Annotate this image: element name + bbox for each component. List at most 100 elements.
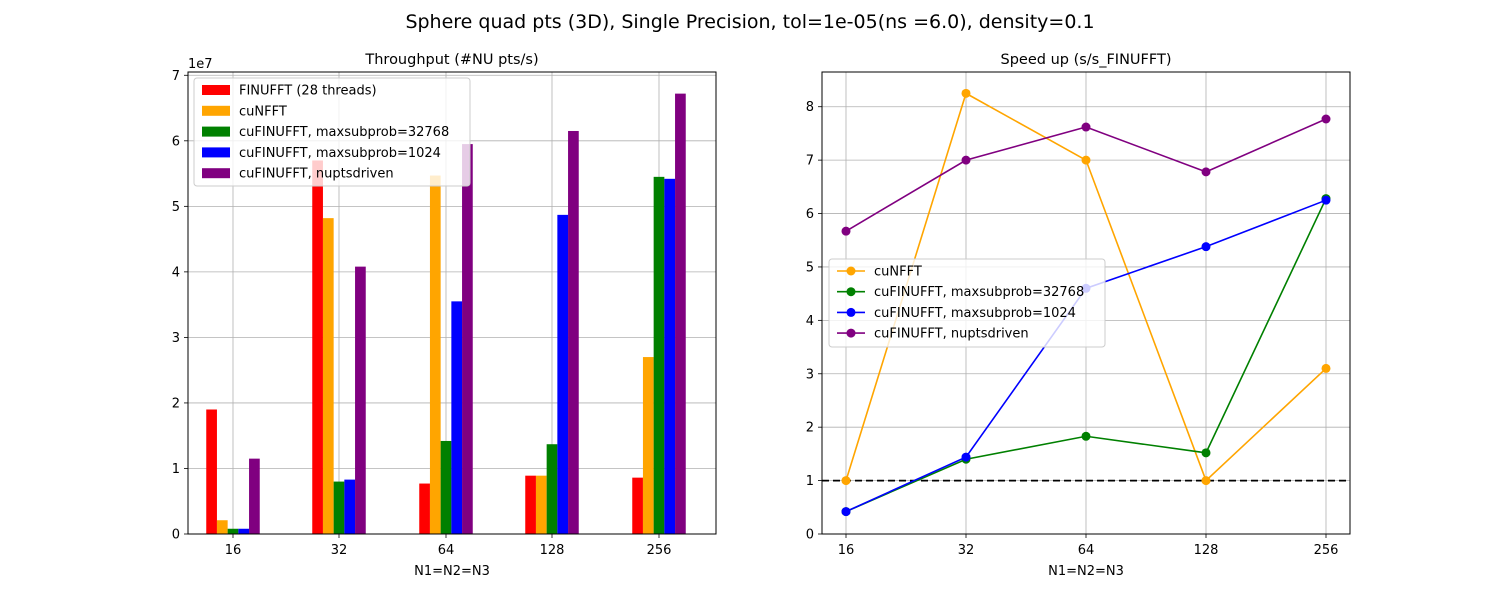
legend-swatch [202, 147, 230, 158]
x-axis-label: N1=N2=N3 [414, 564, 490, 579]
legend-label: cuFINUFFT, maxsubprob=1024 [874, 306, 1076, 321]
bar [322, 218, 334, 534]
data-point [841, 476, 851, 486]
bar [557, 214, 569, 535]
data-point [1081, 122, 1091, 132]
y-tick-label: 0 [172, 528, 180, 543]
bar [568, 130, 579, 534]
bar [675, 93, 686, 534]
legend-swatch [202, 105, 230, 116]
y-tick-label: 1 [172, 462, 180, 477]
bar [312, 160, 323, 534]
data-point [1201, 167, 1211, 177]
y-tick-label: 1 [806, 474, 814, 489]
speedup-line-chart: 16 32 64 128 256 0 1 2 3 4 5 6 7 8 Speed up (s/s_FINU… [806, 52, 1351, 579]
y-tick-label: 7 [806, 154, 814, 169]
data-point [961, 155, 971, 165]
data-point [1321, 195, 1331, 205]
data-point [1081, 431, 1091, 441]
plot-frame [187, 71, 717, 535]
y-tick-label: 8 [806, 100, 814, 115]
data-point [1321, 363, 1331, 373]
data-point [961, 88, 971, 98]
x-axis-label: N1=N2=N3 [1048, 564, 1124, 579]
bar [227, 528, 239, 534]
bar-series-group [206, 160, 643, 534]
bar [333, 481, 345, 534]
bar [462, 144, 473, 534]
x-tick-label: 32 [331, 543, 348, 558]
bar [653, 176, 665, 534]
legend-label: cuNFFT [874, 265, 922, 280]
legend-marker [846, 287, 856, 297]
x-tick-label: 256 [1314, 543, 1339, 558]
legend-swatch [202, 168, 230, 179]
line-series-group [841, 88, 1331, 486]
bar-series [206, 93, 686, 535]
bar-series-group [238, 178, 676, 535]
bar [525, 475, 536, 534]
y-tick-label: 0 [806, 528, 814, 543]
bar [216, 520, 228, 534]
y-tick-label: 5 [172, 200, 180, 215]
bar [642, 357, 654, 534]
y-tick-label: 2 [806, 421, 814, 436]
legend-label: cuFINUFFT, nuptsdriven [239, 167, 394, 182]
bar [206, 409, 217, 534]
legend-label: cuFINUFFT, maxsubprob=1024 [239, 146, 441, 161]
y-axis-offset-text: 1e7 [188, 57, 213, 72]
bar [535, 475, 547, 534]
legend: cuNFFT cuFINUFFT, maxsubprob=32768 cuFINUF… [828, 258, 1106, 348]
bar-series-group [249, 93, 686, 534]
legend-box [828, 258, 1106, 348]
legend-marker [846, 307, 856, 317]
data-point [1081, 155, 1091, 165]
legend-label: cuFINUFFT, maxsubprob=32768 [239, 125, 449, 140]
x-tick-label: 256 [647, 543, 672, 558]
throughput-bar-chart: 16 32 64 128 256 0 1 2 3 4 5 6 7 Throughput (#NU pts… [172, 52, 717, 579]
bar [632, 477, 643, 534]
chart-title: Speed up (s/s_FINUFFT) [1001, 52, 1172, 68]
x-tick-label: 16 [838, 543, 855, 558]
legend: FINUFFT (28 threads) cuNFFT cuFINUFFT, max… [193, 77, 471, 187]
y-tick-label: 2 [172, 396, 180, 411]
legend-label: cuNFFT [239, 104, 287, 119]
x-tick-label: 128 [540, 543, 565, 558]
y-tick-label: 6 [172, 134, 180, 149]
x-tick-label: 64 [438, 543, 455, 558]
y-tick-label: 4 [172, 265, 180, 280]
y-tick-label: 3 [172, 331, 180, 346]
x-tick-label: 32 [958, 543, 975, 558]
x-tick-label: 16 [225, 543, 242, 558]
bar [344, 479, 356, 534]
bar-series-group [216, 175, 654, 535]
bar [249, 458, 260, 534]
y-tick-label: 3 [806, 367, 814, 382]
axis-ticks: 16 32 64 128 256 0 1 2 3 4 5 6 7 [172, 69, 672, 558]
chart-title: Throughput (#NU pts/s) [364, 52, 538, 68]
x-tick-label: 128 [1194, 543, 1219, 558]
y-tick-label: 7 [172, 69, 180, 84]
y-tick-label: 6 [806, 207, 814, 222]
data-point [1201, 242, 1211, 252]
bar [429, 175, 441, 535]
legend-label: cuFINUFFT, maxsubprob=32768 [874, 285, 1084, 300]
bar [238, 528, 250, 534]
legend-swatch [202, 85, 230, 95]
bar [419, 483, 430, 534]
legend-marker [846, 266, 856, 276]
line-series-group [841, 114, 1331, 236]
data-point [1201, 448, 1211, 458]
bar [546, 444, 558, 534]
legend-marker [846, 328, 856, 338]
bar [440, 440, 452, 534]
legend-swatch [202, 126, 230, 137]
legend-label: cuFINUFFT, nuptsdriven [874, 327, 1029, 342]
figure-title: Sphere quad pts (3D), Single Precision, … [405, 11, 1094, 33]
data-point [841, 226, 851, 236]
legend-box [193, 77, 471, 187]
bar [664, 178, 676, 534]
x-tick-label: 64 [1078, 543, 1095, 558]
y-tick-label: 5 [806, 260, 814, 275]
